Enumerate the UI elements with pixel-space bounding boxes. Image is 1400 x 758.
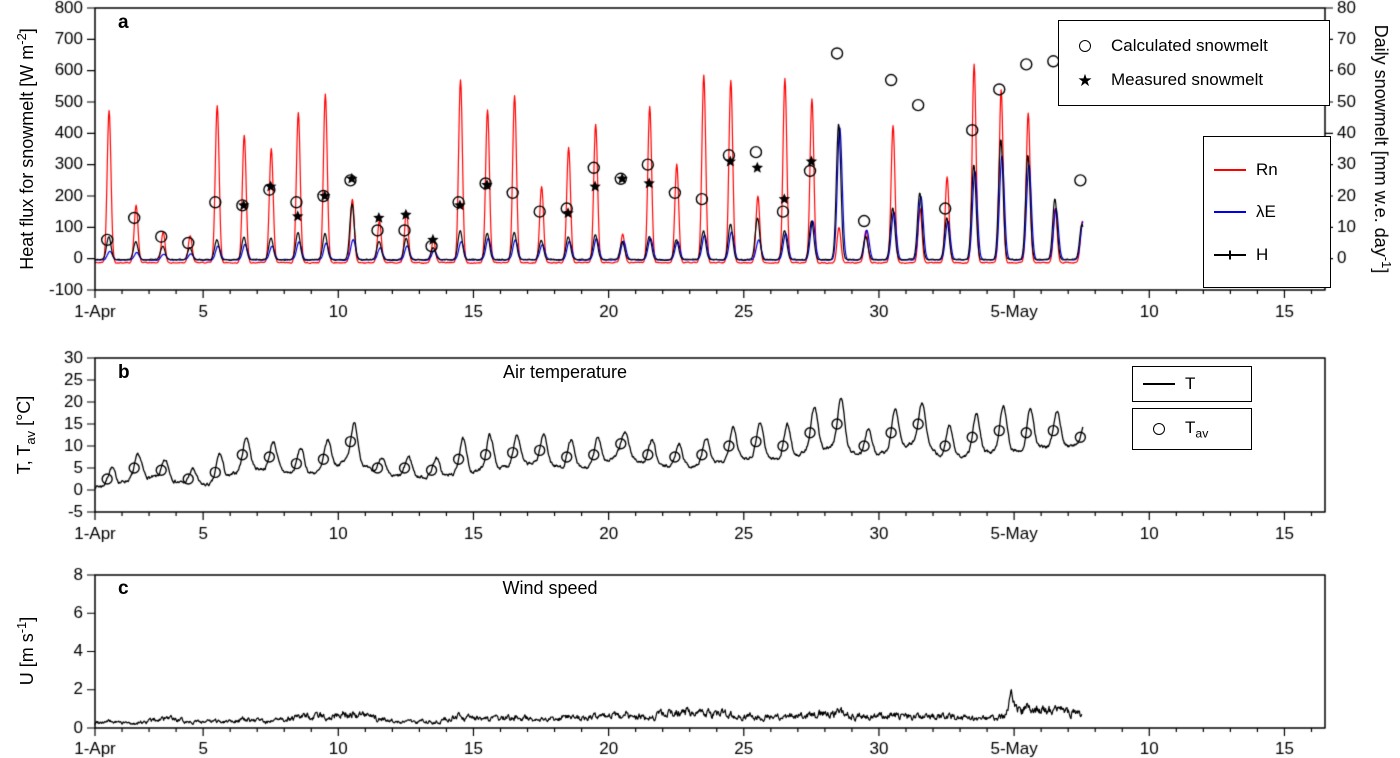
axis-label-text: U [m s: [17, 633, 37, 686]
legend-label: T: [1185, 374, 1196, 393]
legend-label: Measured snowmelt: [1111, 70, 1264, 90]
legend-item-calculated-snowmelt: Calculated snowmelt: [1059, 36, 1329, 56]
panel-c-letter: c: [118, 578, 129, 599]
panel-b-y-axis-label: T, Tav [°C]: [14, 396, 38, 475]
axis-label-text: T, T: [14, 444, 35, 475]
t-line-swatch: [1143, 383, 1175, 385]
rn-line-swatch: [1214, 168, 1246, 171]
axis-label-sup: -1: [14, 621, 29, 634]
legend-tav: Tav: [1132, 408, 1252, 450]
axis-label-text: [°C]: [14, 395, 35, 431]
marker-cell: [1133, 422, 1185, 435]
h-line-swatch: [1214, 250, 1246, 259]
legend-label-text: T: [1185, 417, 1196, 437]
legend-label: H: [1256, 244, 1269, 264]
le-line-swatch: [1214, 211, 1246, 213]
legend-t: T: [1132, 366, 1252, 402]
panel-b-title: Air temperature: [502, 362, 628, 382]
legend-label-sub: av: [1195, 426, 1209, 441]
marker-cell: ★: [1059, 72, 1111, 89]
axis-label-text: ]: [1371, 268, 1391, 274]
marker-cell: [1204, 168, 1256, 171]
legend-label: Rn: [1256, 159, 1278, 179]
axis-label-text: ]: [17, 28, 37, 34]
circle-marker-icon: [1079, 39, 1091, 52]
panel-a-y-axis-label: Heat flux for snowmelt [W m-2]: [14, 28, 38, 270]
axis-label-sup: -2: [14, 33, 29, 45]
legend-snowmelt: Calculated snowmelt ★ Measured snowmelt: [1058, 20, 1330, 106]
legend-fluxes: Rn λE H: [1203, 136, 1331, 288]
panel-c-y-axis-label: U [m s-1]: [14, 617, 38, 686]
panel-a-letter: a: [118, 12, 129, 33]
legend-item-t: T: [1133, 374, 1251, 394]
axis-label-text: Daily snowmelt [mm w.e. day: [1371, 24, 1391, 257]
legend-label: Calculated snowmelt: [1111, 35, 1268, 55]
panel-a-y2-axis-label: Daily snowmelt [mm w.e. day-1]: [1370, 25, 1394, 274]
legend-item-h: H: [1204, 245, 1330, 265]
star-marker-icon: ★: [1077, 70, 1093, 90]
legend-label: λE: [1256, 202, 1276, 221]
axis-label-sub: av: [22, 430, 38, 445]
h-marker-tick-icon: [1229, 250, 1231, 259]
legend-item-tav: Tav: [1133, 418, 1251, 440]
panel-b-letter: b: [118, 362, 130, 383]
legend-label: Tav: [1185, 418, 1208, 440]
marker-cell: [1059, 39, 1111, 52]
axis-label-sup: -1: [1379, 256, 1394, 269]
circle-marker-icon: [1153, 422, 1165, 435]
legend-item-le: λE: [1204, 202, 1330, 222]
axis-label-text: Heat flux for snowmelt [W m: [17, 44, 37, 270]
axis-label-text: ]: [17, 616, 37, 622]
legend-item-measured-snowmelt: ★ Measured snowmelt: [1059, 70, 1329, 90]
marker-cell: [1204, 250, 1256, 259]
legend-item-rn: Rn: [1204, 160, 1330, 180]
marker-cell: [1133, 383, 1185, 385]
marker-cell: [1204, 211, 1256, 213]
panel-c-title: Wind speed: [502, 578, 598, 598]
